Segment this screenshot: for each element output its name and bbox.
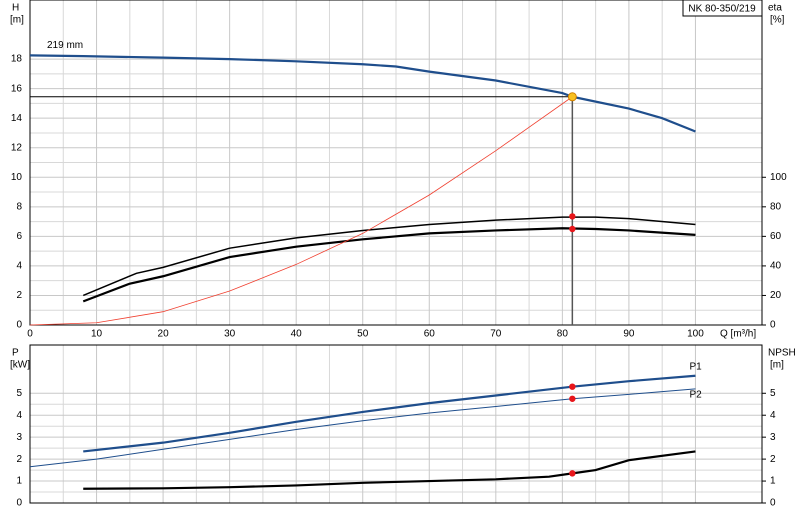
x-tick-label: 0 — [27, 329, 33, 340]
x-tick-label: 60 — [424, 329, 436, 340]
x-axis-label: Q [m³/h] — [720, 329, 756, 340]
x-tick-label: 40 — [291, 329, 303, 340]
y2-tick-label: 4 — [770, 410, 776, 421]
chart-title: NK 80-350/219 — [688, 4, 756, 15]
y-tick-label: 2 — [16, 290, 22, 301]
curve — [83, 374, 696, 453]
duty-marker — [569, 225, 576, 233]
y-tick-label: 2 — [16, 454, 22, 465]
y2-tick-label: 1 — [770, 476, 776, 487]
x-tick-label: 100 — [687, 329, 704, 340]
duty-marker — [569, 395, 576, 402]
y-tick-label: 4 — [16, 410, 22, 421]
curve — [82, 216, 696, 297]
y-tick-label: 8 — [16, 201, 22, 212]
series-label: P1 — [689, 361, 702, 372]
y-tick-label: 4 — [16, 261, 22, 272]
series-label: P2 — [689, 390, 702, 401]
y-tick-label: 0 — [16, 320, 22, 331]
y2-tick-label: 5 — [770, 388, 776, 399]
title-box — [682, 0, 763, 17]
curve — [83, 450, 696, 490]
y-tick-label: 12 — [11, 142, 23, 153]
x-tick-label: 80 — [557, 329, 569, 340]
duty-marker — [569, 383, 576, 390]
plot-frame — [29, 0, 763, 326]
y2-tick-label: 40 — [770, 261, 782, 272]
y2-axis-unit: [%] — [770, 15, 785, 26]
y2-tick-label: 20 — [770, 290, 782, 301]
y-axis-unit: [m] — [10, 15, 24, 26]
duty-marker — [569, 213, 576, 220]
x-tick-label: 90 — [623, 329, 635, 340]
y-tick-label: 14 — [11, 113, 23, 124]
y-tick-label: 0 — [16, 498, 22, 509]
x-tick-label: 20 — [158, 329, 170, 340]
x-tick-label: 50 — [357, 329, 369, 340]
duty-point — [567, 92, 577, 102]
x-tick-label: 30 — [224, 329, 236, 340]
y2-tick-label: 80 — [770, 201, 782, 212]
x-tick-label: 70 — [490, 329, 502, 340]
y2-axis-label: NPSH — [768, 348, 796, 359]
series-label: 219 mm — [47, 40, 83, 51]
y2-tick-label: 100 — [770, 172, 787, 183]
y-axis-unit: [kW] — [10, 360, 30, 371]
x-tick-label: 10 — [91, 329, 103, 340]
plot-frame — [29, 344, 763, 504]
curve — [82, 227, 696, 303]
y2-tick-label: 0 — [770, 498, 776, 509]
y-tick-label: 16 — [11, 83, 23, 94]
y2-tick-label: 3 — [770, 432, 776, 443]
y2-axis-unit: [m] — [770, 360, 784, 371]
y2-tick-label: 60 — [770, 231, 782, 242]
y-tick-label: 3 — [16, 432, 22, 443]
y-tick-label: 18 — [11, 54, 23, 65]
y2-tick-label: 2 — [770, 454, 776, 465]
y-tick-label: 10 — [11, 172, 23, 183]
y-tick-label: 6 — [16, 231, 22, 242]
y-tick-label: 5 — [16, 388, 22, 399]
y-axis-label: H — [12, 3, 19, 14]
y2-axis-label: eta — [768, 3, 782, 14]
curve — [29, 54, 696, 133]
curve — [29, 388, 696, 468]
y2-tick-label: 0 — [770, 320, 776, 331]
y-axis-label: P — [12, 348, 19, 359]
duty-marker — [569, 470, 576, 477]
y-tick-label: 1 — [16, 476, 22, 487]
curve — [29, 96, 573, 326]
